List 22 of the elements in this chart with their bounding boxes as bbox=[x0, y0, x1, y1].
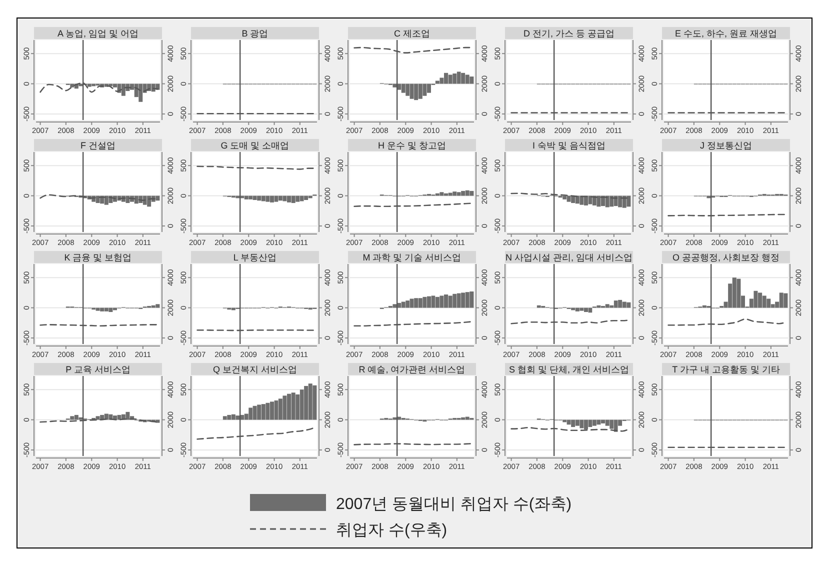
chart-title: J 정보통신업 bbox=[700, 140, 752, 150]
chart-title: D 전기, 가스 등 공급업 bbox=[523, 28, 615, 38]
chart-title: B 광업 bbox=[242, 28, 268, 38]
chart-title: I 숙박 및 음식점업 bbox=[532, 140, 606, 150]
chart-title: G 도매 및 소매업 bbox=[220, 140, 290, 150]
chart-title: O 공공행정, 사회보장 행정 bbox=[672, 252, 780, 262]
chart-title: R 예술, 여가관련 서비스업 bbox=[358, 364, 466, 374]
legend-label: 취업자 수(우축) bbox=[336, 522, 448, 539]
chart-title: L 부동산업 bbox=[233, 252, 277, 262]
chart-title: E 수도, 하수, 원료 재생업 bbox=[674, 28, 778, 38]
chart-title: M 과학 및 기술 서비스업 bbox=[362, 252, 462, 262]
chart-title: Q 보건복지 서비스업 bbox=[212, 364, 298, 374]
chart-title: A 농업, 임업 및 어업 bbox=[57, 28, 139, 38]
chart-title: C 제조업 bbox=[394, 28, 430, 38]
chart-title: T 가구 내 고용활동 및 기타 bbox=[672, 364, 780, 374]
legend-label: 2007년 동월대비 취업자 수(좌축) bbox=[336, 496, 572, 513]
chart-title: H 운수 및 창고업 bbox=[378, 140, 446, 150]
chart-title: F 건설업 bbox=[80, 140, 116, 150]
chart-title: N 사업시설 관리, 임대 서비스업 bbox=[505, 252, 633, 262]
chart-title: P 교육 서비스업 bbox=[66, 364, 130, 374]
chart-title: S 협회 및 단체, 개인 서비스업 bbox=[508, 364, 630, 374]
chart-title: K 금융 및 보험업 bbox=[64, 252, 132, 262]
